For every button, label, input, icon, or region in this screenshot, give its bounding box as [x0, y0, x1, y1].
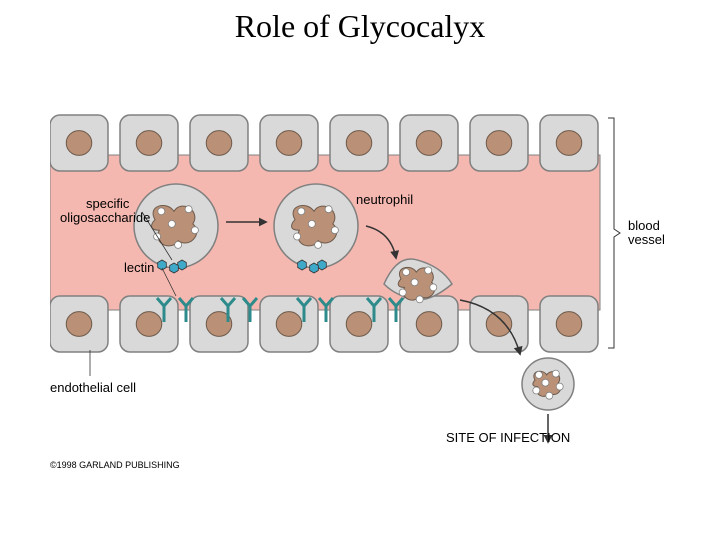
- label-endothelial: endothelial cell: [50, 380, 136, 395]
- copyright-text: ©1998 GARLAND PUBLISHING: [50, 460, 180, 470]
- label-blood-vessel-1: blood: [628, 218, 660, 233]
- label-oligosaccharide-2: oligosaccharide: [60, 210, 150, 225]
- label-blood-vessel-2: vessel: [628, 232, 665, 247]
- diagram-root: neutrophil specific oligosaccharide lect…: [50, 90, 670, 490]
- page-title: Role of Glycocalyx: [0, 8, 720, 45]
- label-lectin: lectin: [124, 260, 154, 275]
- label-oligosaccharide-1: specific: [86, 196, 129, 211]
- diagram-svg: [50, 90, 670, 490]
- label-site: SITE OF INFECTION: [446, 430, 570, 445]
- label-neutrophil: neutrophil: [356, 192, 413, 207]
